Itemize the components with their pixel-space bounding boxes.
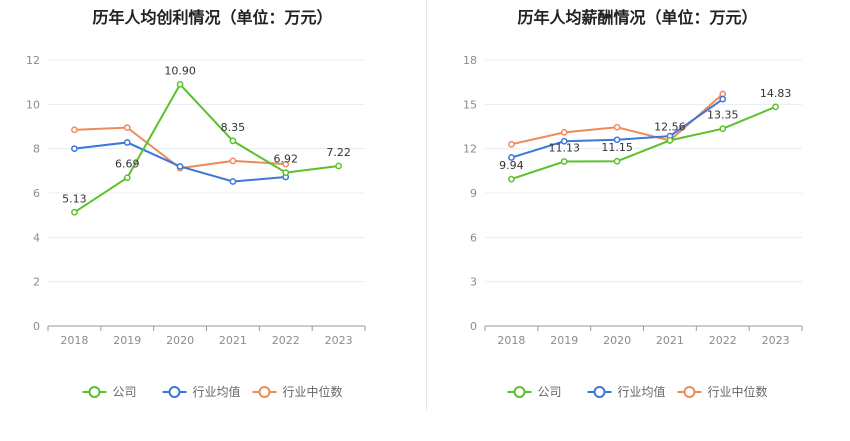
legend-marker-industry_median [683, 386, 696, 398]
y-tick-label: 12 [26, 54, 40, 67]
legend-label-industry_median: 行业中位数 [283, 384, 343, 399]
data-point-industry_avg [176, 163, 184, 170]
data-point-industry_avg [613, 136, 621, 144]
data-point-industry_avg [560, 137, 568, 145]
y-tick-label: 15 [463, 98, 477, 111]
legend-label-industry_avg: 行业均值 [618, 384, 666, 399]
data-point-company [176, 81, 184, 88]
y-tick-label: 3 [470, 276, 477, 289]
data-point-industry_median [719, 90, 727, 98]
data-point-industry_avg [508, 154, 515, 161]
y-tick-label: 18 [463, 54, 477, 67]
data-label: 13.35 [707, 109, 739, 122]
series-line-company [73, 82, 339, 214]
y-tick-label: 10 [26, 98, 40, 111]
legend-label-industry_avg: 行业均值 [193, 384, 241, 399]
data-point-company [613, 157, 621, 165]
data-label: 7.22 [326, 146, 351, 159]
data-point-company [282, 169, 290, 176]
data-point-industry_median [229, 157, 237, 165]
legend-label-company: 公司 [538, 385, 562, 399]
data-point-company [772, 103, 779, 111]
data-point-company [508, 175, 515, 183]
y-tick-label: 6 [470, 231, 477, 244]
data-point-industry_median [71, 126, 78, 134]
data-point-industry_median [560, 129, 568, 136]
data-label: 6.92 [274, 153, 299, 166]
legend-marker-industry_avg [593, 386, 606, 398]
chart-title: 历年人均创利情况（单位：万元） [92, 8, 333, 27]
data-point-industry_avg [719, 95, 727, 103]
x-tick-label: 2021 [219, 334, 247, 347]
y-tick-label: 8 [33, 143, 40, 156]
data-point-company [666, 137, 674, 144]
legend-marker-company [88, 386, 101, 398]
x-tick-label: 2019 [550, 334, 578, 347]
data-point-company [719, 125, 727, 133]
x-tick-label: 2018 [497, 334, 525, 347]
y-tick-label: 0 [470, 320, 477, 333]
chart-canvas: 0 3 6 9 12 15 18 2018 2019 2020 2021 2022 2023 9.94 11… [463, 54, 803, 399]
legend-label-company: 公司 [113, 385, 137, 399]
data-label: 11.13 [549, 142, 581, 155]
data-point-company [123, 174, 131, 182]
y-tick-label: 6 [33, 187, 40, 200]
data-label: 14.83 [760, 87, 792, 100]
data-point-company [229, 137, 237, 145]
data-label: 9.94 [499, 159, 524, 172]
y-tick-label: 4 [33, 231, 40, 244]
series-line-industry_median [74, 126, 286, 170]
x-tick-label: 2022 [272, 334, 300, 347]
data-point-industry_median [508, 140, 515, 148]
series-line-company [511, 105, 776, 181]
x-tick-label: 2018 [60, 334, 88, 347]
y-tick-label: 9 [470, 187, 477, 200]
data-label: 11.15 [601, 141, 633, 154]
x-tick-label: 2019 [113, 334, 141, 347]
x-tick-label: 2023 [762, 334, 790, 347]
data-point-company [335, 162, 342, 170]
data-label: 10.90 [164, 64, 196, 77]
data-label: 8.35 [221, 121, 246, 134]
data-point-industry_avg [123, 139, 131, 146]
salary-per-employee-chart: 历年人均薪酬情况（单位：万元） 0 3 6 9 12 15 18 2018 2019 2020 20… [425, 0, 850, 437]
legend-marker-company [513, 386, 526, 398]
y-tick-label: 2 [33, 276, 40, 289]
y-tick-label: 0 [33, 320, 40, 333]
x-tick-label: 2023 [325, 334, 353, 347]
data-point-company [71, 208, 78, 216]
data-point-industry_avg [71, 145, 78, 153]
data-label: 6.69 [115, 158, 140, 171]
data-point-industry_median [123, 124, 131, 131]
chart-canvas: 0 2 4 6 8 10 12 2018 2019 2020 2021 2022 2023 5.13 6.6… [26, 54, 366, 399]
panel-divider [426, 0, 427, 410]
data-label: 12.56 [654, 120, 686, 133]
data-point-industry_avg [229, 178, 237, 185]
x-tick-label: 2021 [656, 334, 684, 347]
x-tick-label: 2022 [709, 334, 737, 347]
x-tick-label: 2020 [603, 334, 631, 347]
data-label: 5.13 [62, 192, 87, 205]
legend-marker-industry_avg [168, 386, 181, 398]
data-point-industry_median [282, 160, 290, 168]
chart-title: 历年人均薪酬情况（单位：万元） [517, 8, 758, 27]
data-point-industry_median [613, 123, 621, 131]
legend-marker-industry_median [258, 386, 271, 398]
x-tick-label: 2020 [166, 334, 194, 347]
y-tick-label: 12 [463, 143, 477, 156]
legend-label-industry_median: 行业中位数 [708, 384, 768, 399]
profit-per-employee-chart: 历年人均创利情况（单位：万元） 0 2 4 6 8 10 12 2018 2019 2020 202… [0, 0, 425, 437]
data-point-company [560, 158, 568, 165]
